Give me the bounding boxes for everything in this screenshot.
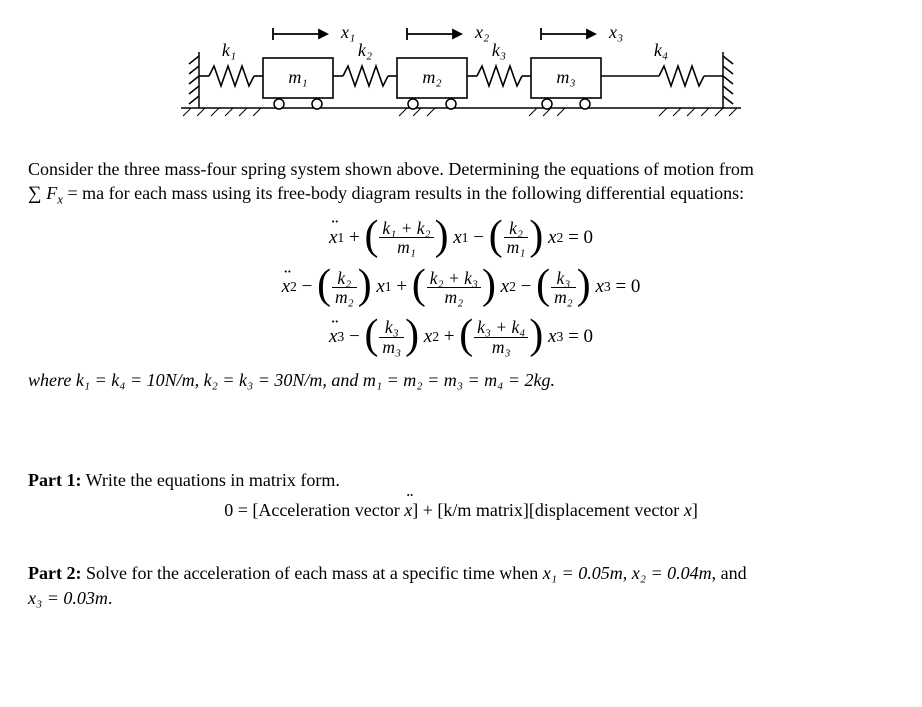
svg-text:x₃: x₃ [608, 22, 623, 42]
part2-text: Solve for the acceleration of each mass … [81, 563, 542, 583]
equations-block: x1 + ( k₁ + k₂m₁ ) x1 − ( k₂m₁ ) x2 = 0 … [28, 219, 894, 356]
where-line: where k₁ = k₄ = 10N/m, k₂ = k₃ = 30N/m, … [28, 368, 894, 392]
equation-2: x2 − ( k₂m₂ ) x1 + ( k₂ + k₃m₂ ) x2 − ( … [28, 269, 894, 307]
intro-paragraph: Consider the three mass-four spring syst… [28, 157, 894, 207]
sigma-symbol: ∑ [28, 183, 46, 204]
svg-text:k₄: k₄ [654, 40, 668, 60]
matrix-form-line: 0 = [Acceleration vector x] + [k/m matri… [28, 500, 894, 521]
svg-text:m₃: m₃ [556, 67, 575, 87]
part1-text: Write the equations in matrix form. [81, 470, 339, 490]
part2-label: Part 2: [28, 563, 81, 583]
svg-text:m₂: m₂ [422, 67, 441, 87]
svg-text:k₃: k₃ [492, 40, 506, 60]
equation-1: x1 + ( k₁ + k₂m₁ ) x1 − ( k₂m₁ ) x2 = 0 [28, 219, 894, 257]
part1-paragraph: Part 1: Write the equations in matrix fo… [28, 468, 894, 492]
eq3-xddot: x [329, 326, 337, 348]
part2-paragraph: Part 2: Solve for the acceleration of ea… [28, 561, 894, 610]
eq2-xddot: x [282, 276, 290, 298]
spring-mass-diagram: m₁ m₂ m₃ x₁ x₂ x₃ k₁ k₂ k₃ [28, 16, 894, 139]
equation-3: x3 − ( k₃m₃ ) x2 + ( k₃ + k₄m₃ ) x3 = 0 [28, 318, 894, 356]
svg-text:x₂: x₂ [474, 22, 489, 42]
svg-text:m₁: m₁ [288, 67, 307, 87]
eq1-xddot: x [329, 227, 337, 249]
force-F: F [46, 183, 57, 203]
svg-text:x₁: x₁ [340, 22, 355, 42]
intro-line1: Consider the three mass-four spring syst… [28, 159, 754, 179]
part1-label: Part 1: [28, 470, 81, 490]
svg-text:k₁: k₁ [222, 40, 236, 60]
intro-line2-rest: = ma for each mass using its free-body d… [63, 183, 744, 203]
svg-text:k₂: k₂ [358, 40, 372, 60]
